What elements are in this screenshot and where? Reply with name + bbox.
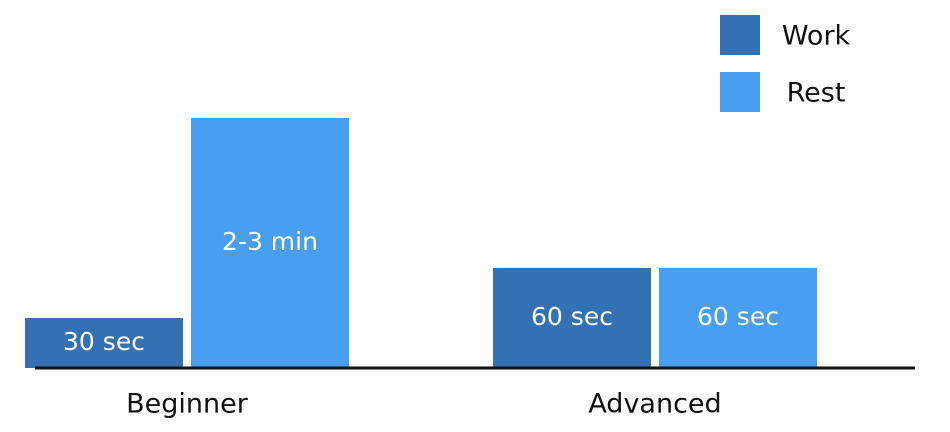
x-tick-label: Beginner xyxy=(126,389,249,420)
value-label: 60 sec xyxy=(531,302,613,331)
bar xyxy=(191,118,349,368)
x-tick-label: Advanced xyxy=(588,389,721,420)
legend-swatch xyxy=(720,72,760,112)
bar xyxy=(659,268,817,368)
value-label: 60 sec xyxy=(697,302,779,331)
legend-label: Rest xyxy=(787,78,846,109)
bar xyxy=(493,268,651,368)
legend-swatch xyxy=(720,15,760,55)
legend-label: Work xyxy=(782,21,851,52)
bar xyxy=(25,318,183,368)
value-label: 2-3 min xyxy=(222,227,318,256)
value-label: 30 sec xyxy=(63,327,145,356)
